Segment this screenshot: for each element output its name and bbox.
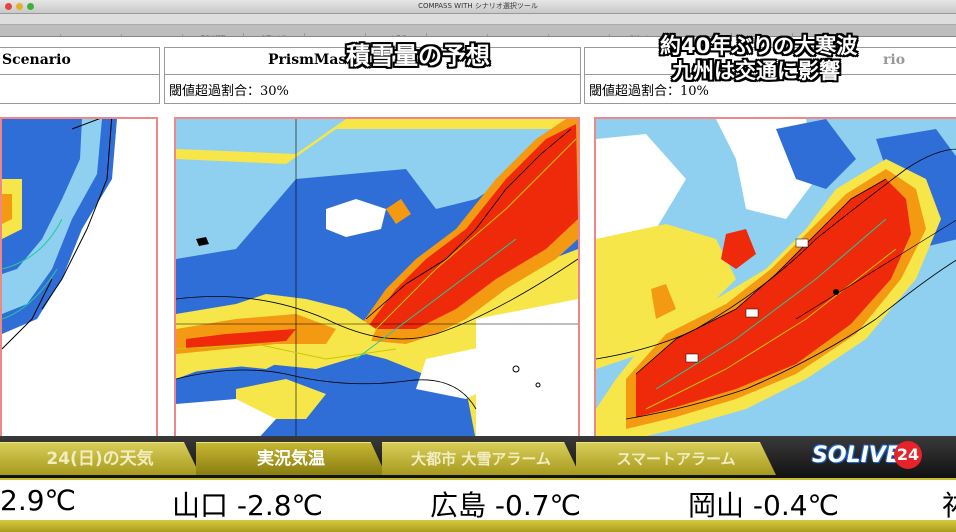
- ribbon-bottom-bar: [0, 520, 956, 532]
- snow-map-left-image: [2, 119, 156, 441]
- window-title: COMPASS WITH シナリオ選択ツール: [418, 2, 538, 10]
- snow-map-left: [0, 117, 158, 443]
- headline-caption-2: 九州は交通に影響: [672, 59, 840, 83]
- ticker-item: 広島 -0.7℃: [430, 489, 581, 522]
- ticker-item: 2.9℃: [0, 484, 76, 517]
- snow-map-prismmast: [174, 117, 580, 443]
- column-header-3: rio: [584, 47, 956, 75]
- web-page: Scenario PrismMast rio 閾値超過割合：30% 閾値超過割合…: [0, 37, 956, 443]
- ribbon-tab-smart-alarm: スマートアラーム: [576, 442, 776, 475]
- forecast-caption: 積雪量の予想: [346, 42, 490, 70]
- temperature-ticker: 2.9℃ 山口 -2.8℃ 広島 -0.7℃ 岡山 -0.4℃ 祐: [0, 478, 956, 522]
- ticker-item: 山口 -2.8℃: [172, 489, 323, 522]
- snow-map-prismmast-image: [176, 119, 578, 441]
- browser-tab[interactable]: 予測説明図: [183, 33, 244, 36]
- tab-bar: e-PHP WiLiZYE-TerrallJMA Kubu予測説明図所要な作業時…: [0, 25, 956, 37]
- browser-tab[interactable]: CPEC TNULA: [427, 34, 488, 36]
- close-icon[interactable]: [5, 3, 12, 10]
- broadcast-ribbon: 24(日)の天気 実況気温 大都市 大雪アラーム スマートアラーム: [0, 436, 956, 478]
- column-header-scenario: Scenario: [0, 47, 160, 75]
- browser-tab[interactable]: ZYE-Terrall: [61, 34, 122, 36]
- snow-map-right: [594, 117, 956, 443]
- subtitle-scenario: [0, 74, 160, 104]
- bookmarks-bar: GoVひまわり8号CPEC VisualizationMWSFOSTER NEX…: [0, 14, 956, 25]
- minimize-icon[interactable]: [16, 3, 23, 10]
- zoom-icon[interactable]: [27, 3, 34, 10]
- solive24-logo: SOLIVE 24: [812, 441, 922, 473]
- snow-map-right-image: [596, 119, 956, 441]
- browser-tab[interactable]: weds kara: [549, 34, 610, 36]
- subtitle-prismmast: 閾値超過割合：30%: [164, 74, 581, 104]
- ticker-item: 祐: [942, 484, 956, 524]
- browser-tab[interactable]: JMA Kubu: [122, 34, 183, 36]
- browser-tab[interactable]: 時の関: [732, 33, 793, 36]
- browser-tab[interactable]: 時の関: [305, 33, 366, 36]
- browser-tab[interactable]: 天気予報: [366, 33, 427, 36]
- browser-tab[interactable]: C-COMAT: [488, 34, 549, 36]
- window-titlebar: COMPASS WITH シナリオ選択ツール: [0, 0, 956, 14]
- browser-tab[interactable]: 所要な作業: [244, 33, 305, 36]
- browser-tab[interactable]: 明一: [671, 33, 732, 36]
- ticker-item: 岡山 -0.4℃: [688, 489, 839, 522]
- browser-tab[interactable]: e-PHP WiLi: [0, 34, 61, 36]
- ribbon-tab-temperature: 実況気温: [196, 442, 386, 475]
- ribbon-tab-weather: 24(日)の天気: [0, 442, 200, 475]
- subtitle-3: 閾値超過割合：10%: [584, 74, 956, 104]
- browser-tab[interactable]: 最新 天気: [610, 33, 671, 36]
- ribbon-tab-snow-alarm: 大都市 大雪アラーム: [382, 442, 580, 475]
- headline-caption-1: 約40年ぶりの大寒波: [660, 34, 858, 58]
